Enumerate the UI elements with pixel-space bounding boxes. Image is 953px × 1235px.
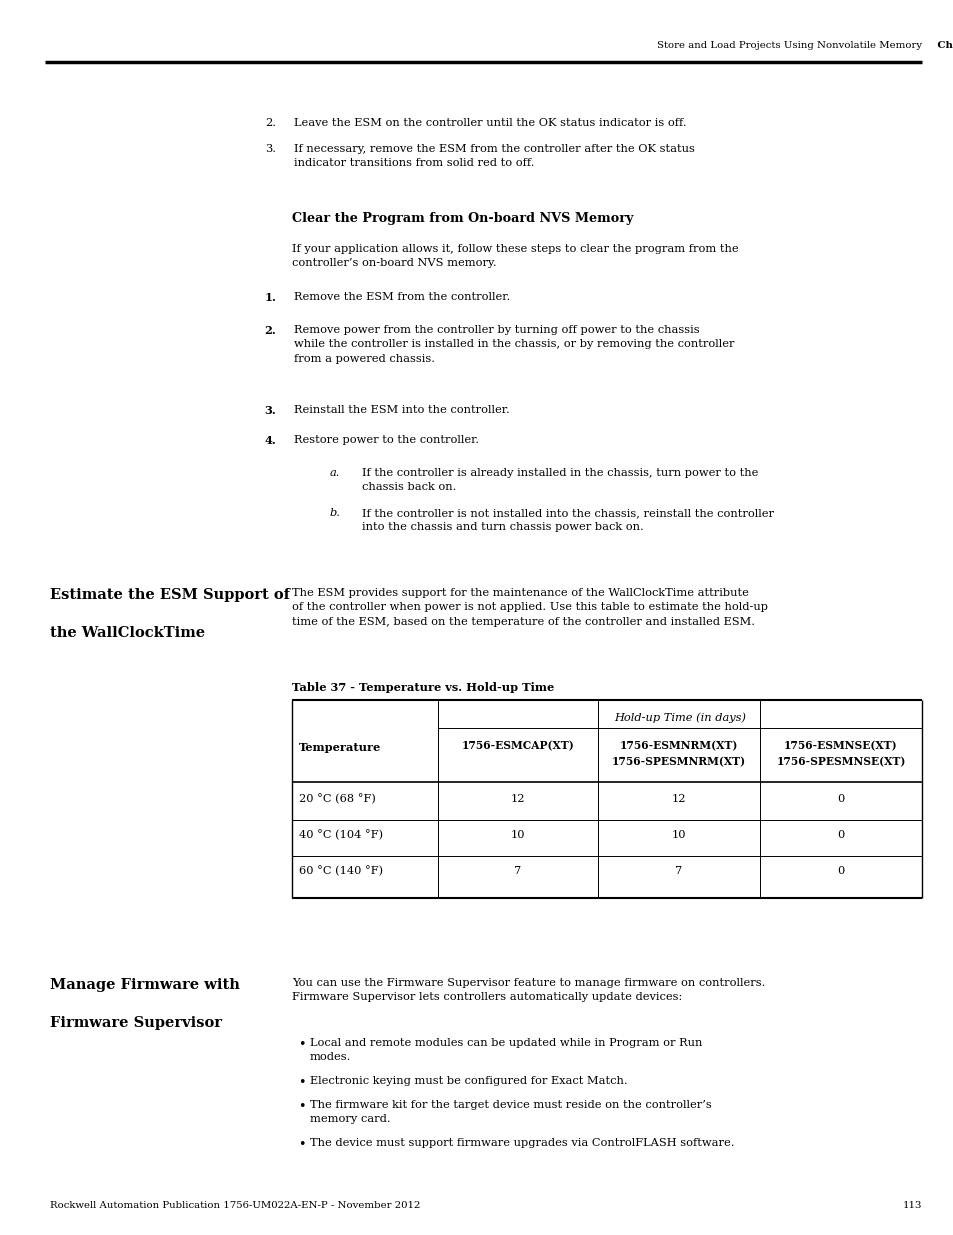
Text: Reinstall the ESM into the controller.: Reinstall the ESM into the controller. [294, 405, 509, 415]
Text: Estimate the ESM Support of: Estimate the ESM Support of [50, 588, 290, 601]
Text: Rockwell Automation Publication 1756-UM022A-EN-P - November 2012: Rockwell Automation Publication 1756-UM0… [50, 1200, 420, 1210]
Text: 3.: 3. [265, 144, 275, 154]
Text: 7: 7 [675, 866, 682, 876]
Text: Restore power to the controller.: Restore power to the controller. [294, 435, 478, 445]
Text: 20 °C (68 °F): 20 °C (68 °F) [298, 794, 375, 805]
Text: If necessary, remove the ESM from the controller after the OK status
indicator t: If necessary, remove the ESM from the co… [294, 144, 694, 168]
Text: a.: a. [330, 468, 339, 478]
Text: •: • [298, 1100, 305, 1113]
Text: 0: 0 [837, 794, 843, 804]
Text: If your application allows it, follow these steps to clear the program from the
: If your application allows it, follow th… [292, 245, 738, 268]
Text: The device must support firmware upgrades via ControlFLASH software.: The device must support firmware upgrade… [310, 1137, 734, 1149]
Text: 0: 0 [837, 830, 843, 840]
Text: 10: 10 [510, 830, 525, 840]
Text: •: • [298, 1037, 305, 1051]
Text: Hold-up Time (in days): Hold-up Time (in days) [614, 713, 745, 722]
Text: 7: 7 [514, 866, 521, 876]
Text: 12: 12 [510, 794, 525, 804]
Text: You can use the Firmware Supervisor feature to manage firmware on controllers.
F: You can use the Firmware Supervisor feat… [292, 978, 764, 1003]
Text: 2.: 2. [264, 325, 275, 336]
Text: 60 °C (140 °F): 60 °C (140 °F) [298, 866, 383, 877]
Text: 40 °C (104 °F): 40 °C (104 °F) [298, 830, 383, 841]
Text: The ESM provides support for the maintenance of the WallClockTime attribute
of t: The ESM provides support for the mainten… [292, 588, 767, 627]
Text: Temperature: Temperature [298, 741, 381, 752]
Text: Electronic keying must be configured for Exact Match.: Electronic keying must be configured for… [310, 1076, 627, 1086]
Text: 1756-ESMCAP(XT): 1756-ESMCAP(XT) [461, 740, 574, 751]
Text: Store and Load Projects Using Nonvolatile Memory: Store and Load Projects Using Nonvolatil… [657, 41, 921, 49]
Text: •: • [298, 1076, 305, 1089]
Text: 12: 12 [671, 794, 685, 804]
Text: 4.: 4. [264, 435, 275, 446]
Text: 1756-ESMNSE(XT)
1756-SPESMNSE(XT): 1756-ESMNSE(XT) 1756-SPESMNSE(XT) [776, 740, 904, 767]
Text: 3.: 3. [264, 405, 275, 416]
Text: Remove the ESM from the controller.: Remove the ESM from the controller. [294, 291, 510, 303]
Text: If the controller is already installed in the chassis, turn power to the
chassis: If the controller is already installed i… [361, 468, 758, 493]
Text: 1.: 1. [264, 291, 275, 303]
Text: 2.: 2. [265, 119, 275, 128]
Text: 113: 113 [902, 1200, 921, 1210]
Text: 1756-ESMNRM(XT)
1756-SPESMNRM(XT): 1756-ESMNRM(XT) 1756-SPESMNRM(XT) [611, 740, 745, 767]
Text: Clear the Program from On-board NVS Memory: Clear the Program from On-board NVS Memo… [292, 212, 633, 225]
Text: Local and remote modules can be updated while in Program or Run
modes.: Local and remote modules can be updated … [310, 1037, 701, 1062]
Text: 10: 10 [671, 830, 685, 840]
Text: Table 37 - Temperature vs. Hold-up Time: Table 37 - Temperature vs. Hold-up Time [292, 682, 554, 693]
Text: If the controller is not installed into the chassis, reinstall the controller
in: If the controller is not installed into … [361, 508, 773, 532]
Text: Remove power from the controller by turning off power to the chassis
while the c: Remove power from the controller by turn… [294, 325, 734, 364]
Text: Chapter 8: Chapter 8 [926, 41, 953, 49]
Text: the WallClockTime: the WallClockTime [50, 626, 205, 640]
Text: Manage Firmware with: Manage Firmware with [50, 978, 239, 992]
Text: 0: 0 [837, 866, 843, 876]
Text: Leave the ESM on the controller until the OK status indicator is off.: Leave the ESM on the controller until th… [294, 119, 686, 128]
Text: Firmware Supervisor: Firmware Supervisor [50, 1016, 222, 1030]
Text: •: • [298, 1137, 305, 1151]
Text: b.: b. [329, 508, 339, 517]
Text: The firmware kit for the target device must reside on the controller’s
memory ca: The firmware kit for the target device m… [310, 1100, 711, 1124]
